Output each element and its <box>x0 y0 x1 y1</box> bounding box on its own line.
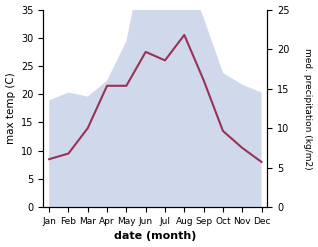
X-axis label: date (month): date (month) <box>114 231 197 242</box>
Y-axis label: max temp (C): max temp (C) <box>5 72 16 144</box>
Y-axis label: med. precipitation (kg/m2): med. precipitation (kg/m2) <box>303 48 313 169</box>
